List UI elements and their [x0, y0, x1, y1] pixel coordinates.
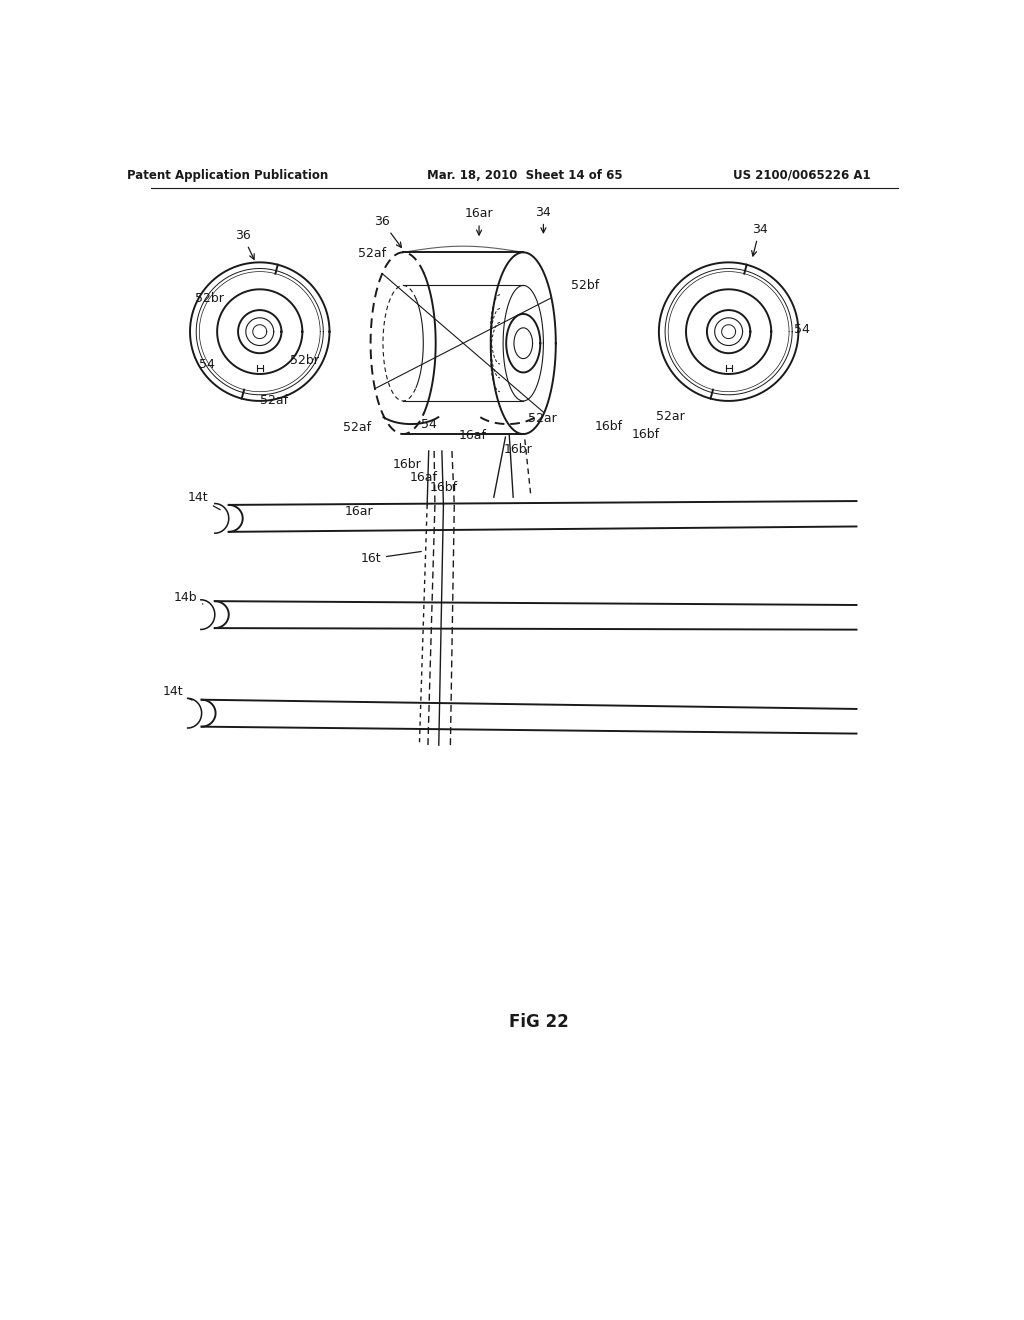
Text: 36: 36 [375, 215, 401, 247]
Text: 14t: 14t [187, 491, 220, 510]
Text: Patent Application Publication: Patent Application Publication [127, 169, 328, 182]
Text: 52bf: 52bf [571, 279, 599, 292]
Text: 54: 54 [199, 358, 215, 371]
Text: US 2100/0065226 A1: US 2100/0065226 A1 [733, 169, 871, 182]
Text: 16ar: 16ar [465, 207, 494, 235]
Text: 54: 54 [795, 323, 810, 335]
Text: 14b: 14b [173, 591, 203, 605]
Text: 16ar: 16ar [345, 504, 374, 517]
Text: 52af: 52af [260, 395, 288, 408]
Text: 16t: 16t [360, 552, 421, 565]
Text: 16af: 16af [410, 471, 438, 484]
Text: 16bf: 16bf [632, 428, 659, 441]
Text: 16bf: 16bf [429, 482, 458, 495]
Text: 16bf: 16bf [595, 420, 623, 433]
Text: 52ar: 52ar [528, 412, 557, 425]
Text: FiG 22: FiG 22 [509, 1014, 568, 1031]
Text: 54: 54 [421, 417, 436, 430]
Text: 34: 34 [752, 223, 768, 256]
Text: 16br: 16br [504, 444, 532, 455]
Text: 52br: 52br [195, 292, 224, 305]
Text: 34: 34 [536, 206, 551, 232]
Text: Mar. 18, 2010  Sheet 14 of 65: Mar. 18, 2010 Sheet 14 of 65 [427, 169, 623, 182]
Text: 16br: 16br [392, 458, 421, 471]
Text: 16af: 16af [459, 429, 486, 442]
Text: 14t: 14t [163, 685, 193, 700]
Text: 52ar: 52ar [656, 409, 685, 422]
Text: 52af: 52af [343, 421, 372, 434]
Text: 52br: 52br [290, 354, 319, 367]
Text: 36: 36 [234, 228, 254, 259]
Text: 52af: 52af [358, 247, 386, 260]
